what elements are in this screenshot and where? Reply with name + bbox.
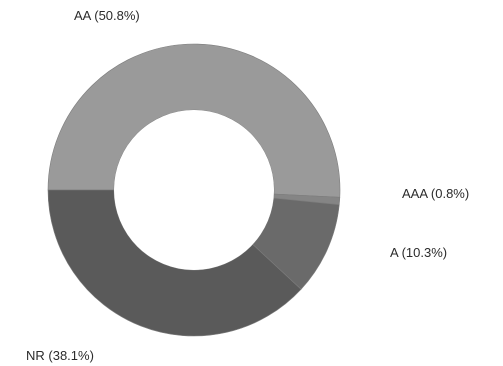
slice-label-nr: NR (38.1%): [26, 348, 94, 363]
slice-label-aa: AA (50.8%): [74, 8, 140, 23]
slice-label-aaa: AAA (0.8%): [402, 186, 469, 201]
slice-label-a: A (10.3%): [390, 245, 447, 260]
donut-hole: [114, 110, 274, 270]
slices-group: [47, 43, 341, 337]
